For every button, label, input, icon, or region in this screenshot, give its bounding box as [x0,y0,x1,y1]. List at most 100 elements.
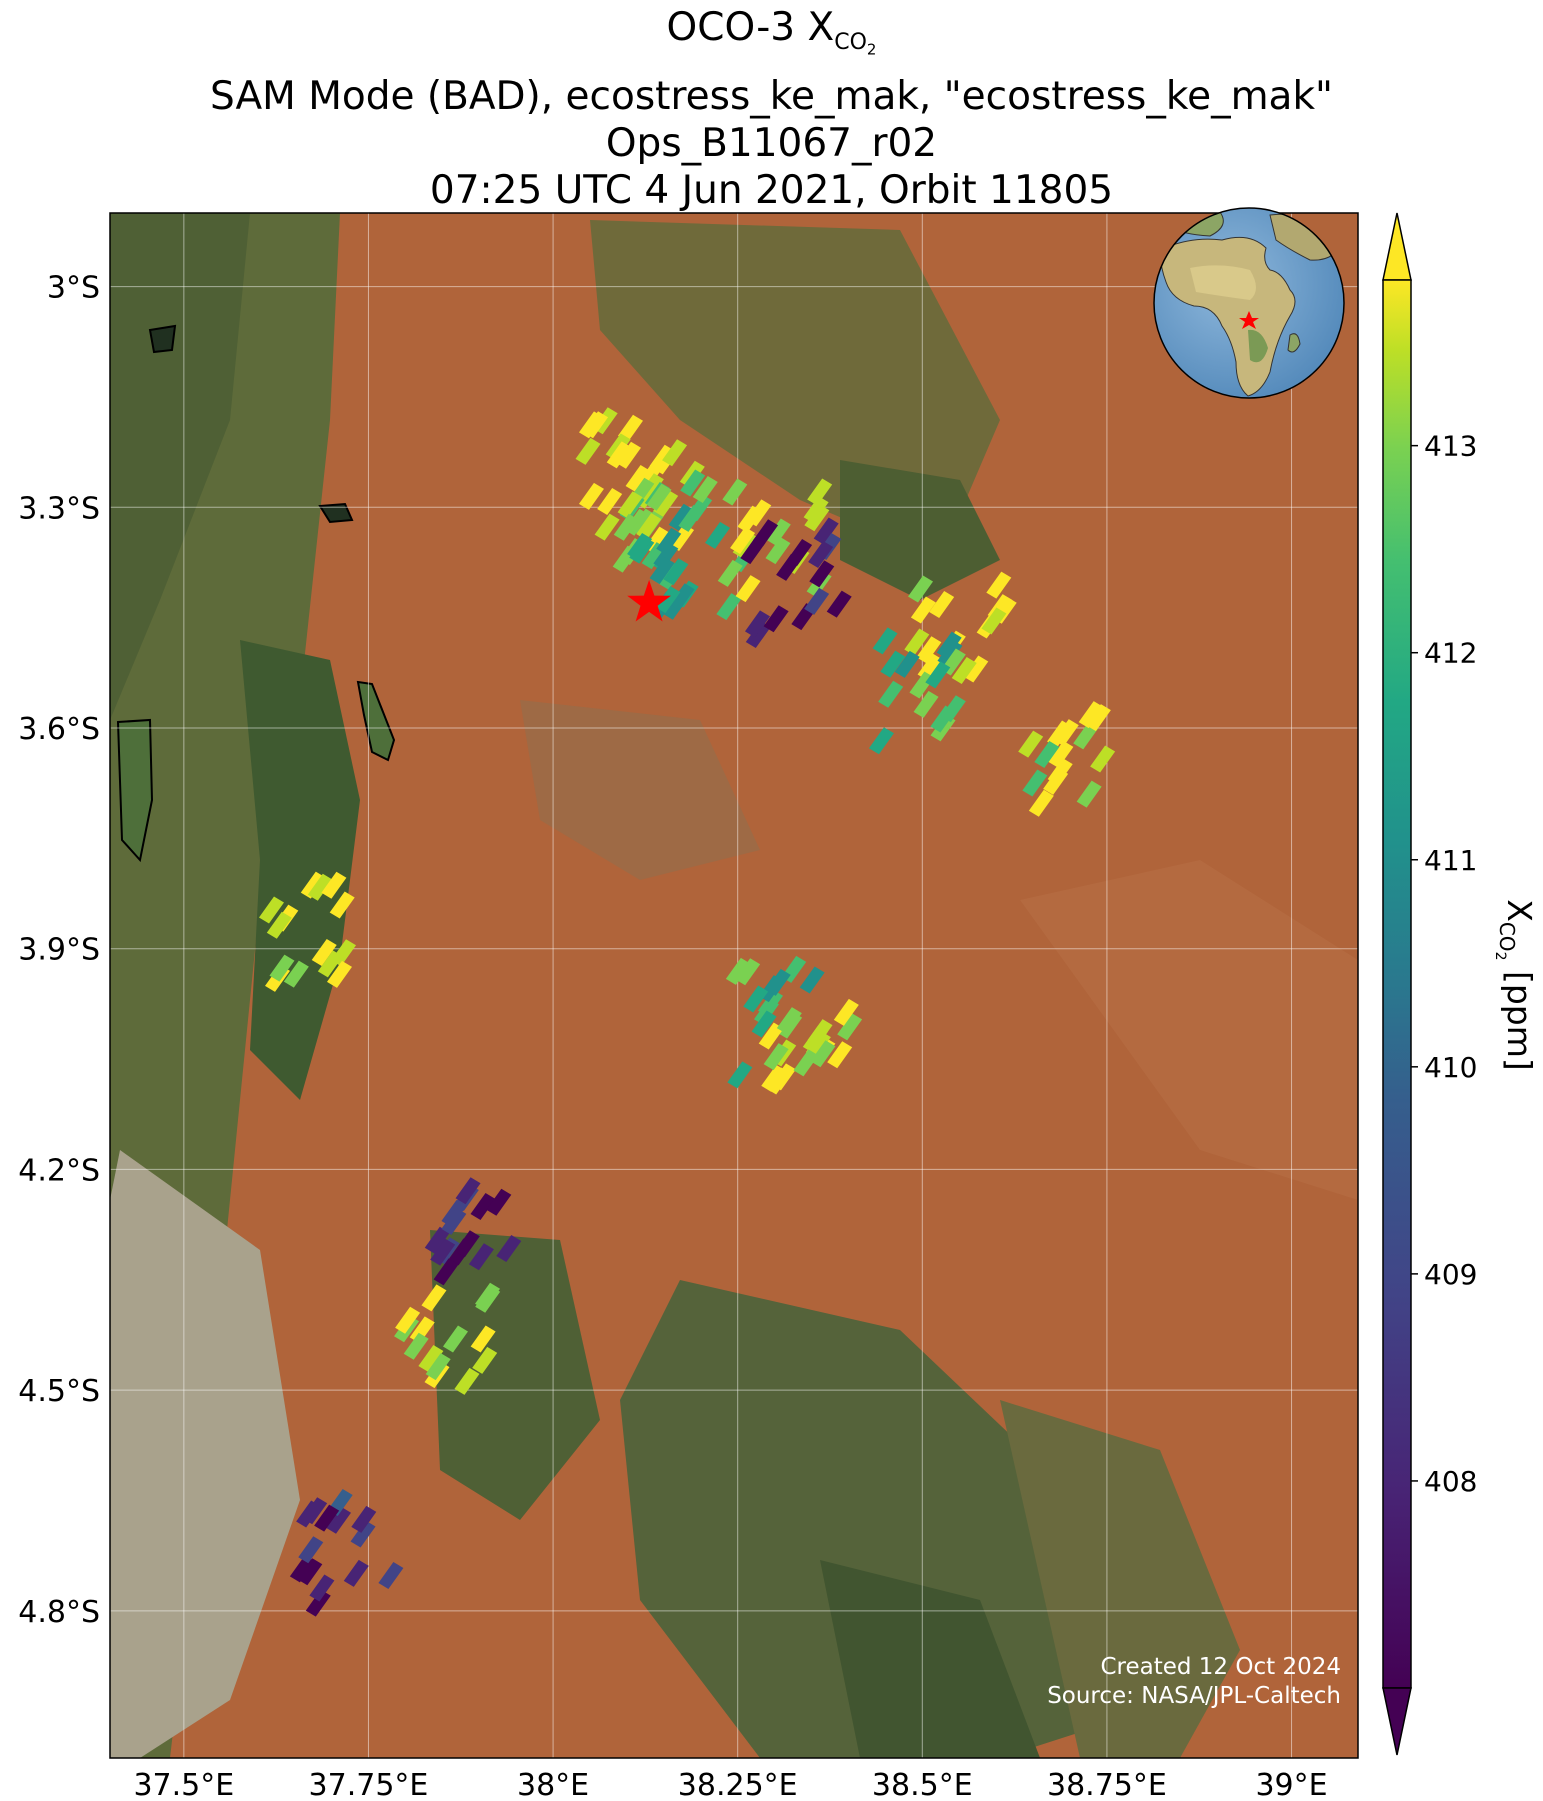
sounding-footprint [258,896,284,924]
sounding-footprint [668,503,694,531]
sounding-footprint [981,607,1007,635]
sounding-footprint [730,526,756,554]
sounding-footprint [594,513,620,541]
sounding-footprint [745,610,771,638]
sounding-footprint [916,636,942,664]
sounding-footprint [765,518,791,546]
sounding-footprint [765,537,791,565]
lat-tick-label: 3.9°S [18,933,100,968]
sounding-footprint [963,655,989,683]
globe-target-star-icon [1239,311,1259,329]
title-line-1: OCO-3 XCO2 [666,5,877,59]
sounding-footprint [329,891,355,919]
sounding-cluster [424,1177,522,1286]
sounding-footprint [663,558,689,586]
sounding-footprint [727,1061,753,1089]
sounding-footprint [350,1520,376,1548]
title-line-2: SAM Mode (BAD), ecostress_ke_mak, "ecost… [210,74,1333,120]
sounding-footprint [1076,780,1102,808]
sounding-footprint [1078,701,1104,729]
sounding-footprint [343,1559,369,1587]
sounding-footprint [735,575,761,603]
colorbar-tick-label: 410 [1424,1051,1477,1084]
sounding-footprint [655,586,681,614]
target-star-icon [627,579,671,622]
sounding-footprint [454,1367,480,1395]
sounding-footprint [909,671,935,699]
sounding-footprint [925,661,951,689]
colorbar: 408 409 410 411 412 413 XCO2 [ppm] [1382,212,1539,1756]
sounding-footprint [737,505,763,533]
sounding-footprint [1034,741,1060,769]
sounding-footprint [765,968,791,996]
sounding-footprint [403,1332,429,1360]
sounding-footprint [722,478,748,506]
sounding-footprint [486,1188,512,1216]
colorbar-extend-min [1382,1687,1412,1756]
sounding-footprint [929,591,955,619]
colorbar-label: XCO2 [ppm] [1492,899,1539,1071]
colorbar-gradient [1382,279,1412,1689]
sounding-footprint [930,705,956,733]
sounding-footprint [307,873,333,901]
sounding-footprint [424,1226,450,1254]
colorbar-tick-label: 411 [1424,844,1477,877]
colorbar-tick-label: 412 [1424,637,1477,670]
sounding-footprint [578,482,604,510]
sounding-footprint [283,960,309,988]
sounding-footprint [475,1285,501,1313]
sounding-footprint [1073,722,1099,750]
sounding-footprint [936,631,962,659]
sounding-cluster [725,955,825,1089]
sounding-footprint [472,1346,498,1374]
sounding-footprint [662,439,688,467]
title-line-3: Ops_B11067_r02 [605,121,938,167]
sounding-footprint [455,1177,481,1205]
sounding-footprint [735,958,761,986]
sounding-footprint [305,1589,331,1617]
sounding-cluster [258,871,357,992]
sounding-footprint [627,533,653,561]
sounding-footprint [575,437,601,465]
sounding-footprint [298,1536,324,1564]
sounding-footprint [808,540,834,568]
sounding-cluster [575,407,678,536]
sounding-footprint [763,1043,789,1071]
sounding-footprint [793,1049,819,1077]
lat-tick-label: 4.8°S [18,1595,100,1630]
lon-tick-label: 37.5°E [133,1768,234,1801]
sounding-footprint [833,998,859,1026]
sounding-footprint [894,650,920,678]
satellite-basemap [110,213,1358,1758]
sounding-footprint [745,621,771,649]
plot-title: OCO-3 XCO2 SAM Mode (BAD), ecostress_ke_… [0,4,1543,214]
sounding-footprint [753,519,779,547]
sounding-footprint [470,1325,496,1353]
colorbar-tick-label: 413 [1424,430,1477,463]
sounding-footprint [705,521,731,549]
sounding-cluster [868,627,966,755]
sounding-footprint [314,1504,340,1532]
sounding-footprint [807,478,833,506]
sounding-footprint [617,491,643,519]
sounding-footprint [809,560,835,588]
sounding-footprint [597,487,623,515]
sounding-footprint [743,985,769,1013]
sounding-footprint [678,504,704,532]
sounding-footprint [441,1207,467,1235]
sounding-footprint [837,1013,863,1041]
sounding-footprint [787,539,813,567]
sounding-cluster [717,478,833,603]
sounding-footprint [656,527,682,555]
sounding-footprint [578,411,604,439]
inset-globe-icon [1153,207,1345,399]
xco2-soundings [258,407,1116,1617]
sounding-footprint [302,1497,328,1525]
lat-tick-label: 4.2°S [18,1153,100,1188]
sounding-footprint [425,1353,451,1381]
sounding-footprint [770,1063,796,1091]
lon-tick-label: 37.75°E [309,1768,429,1801]
colorbar-ticks: 408 409 410 411 412 413 [1411,430,1477,1498]
sounding-footprint [904,628,930,656]
